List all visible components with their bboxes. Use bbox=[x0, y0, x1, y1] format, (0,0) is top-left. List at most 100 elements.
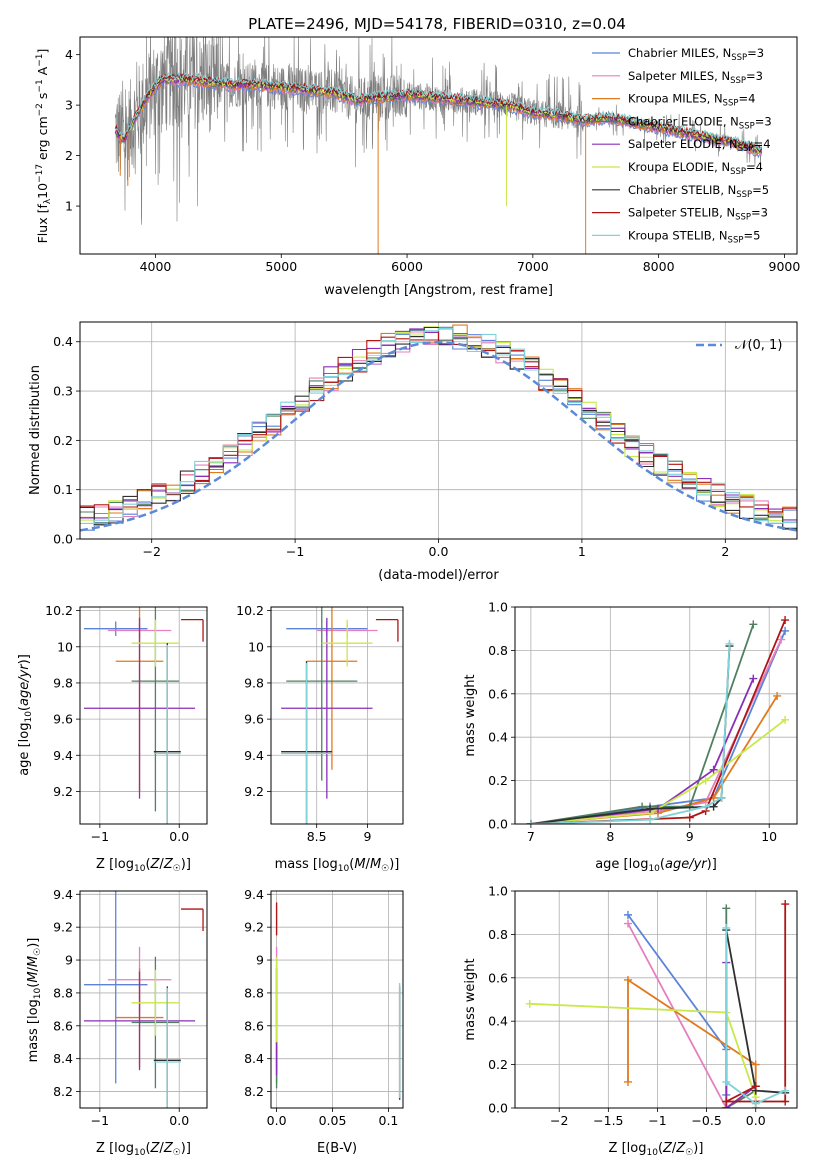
legend-entry: Kroupa STELIB, NSSP=5 bbox=[628, 228, 760, 245]
y-tick-label: 9.6 bbox=[53, 712, 73, 727]
mass-weight-vs-Z-panel-frame bbox=[514, 890, 798, 1109]
mass-weight-line-kroupa-miles bbox=[530, 695, 778, 824]
mass-weight-marker bbox=[725, 639, 734, 648]
spectrum-panel-plot bbox=[114, 37, 763, 254]
y-tick-label: 9.8 bbox=[53, 675, 73, 690]
mass-weight-marker bbox=[781, 616, 790, 625]
x-tick-label: 8000 bbox=[643, 259, 675, 274]
legend-main: Salpeter STELIB, N bbox=[628, 206, 735, 220]
y-tick-label: 0.4 bbox=[53, 334, 73, 349]
mass-weight-marker bbox=[722, 1097, 731, 1106]
age-vs-Z-panel-grid bbox=[80, 607, 207, 824]
mass-weight-marker bbox=[722, 904, 731, 913]
y-tick-label: 9.2 bbox=[53, 784, 73, 799]
y-tick-label: 2 bbox=[65, 148, 73, 163]
x-tick-label: 8.5 bbox=[307, 829, 327, 844]
age-vs-mass-xlabel: mass [log10(M/M☉)] bbox=[275, 857, 400, 874]
ebv-panel-grid bbox=[271, 891, 403, 1108]
mass-weight-marker bbox=[701, 802, 710, 811]
legend-tail: =3 bbox=[751, 206, 768, 220]
mass-weight-marker bbox=[646, 804, 655, 813]
x-tick-label: 9000 bbox=[769, 259, 801, 274]
y-tick-label: 0.2 bbox=[488, 1057, 508, 1072]
legend-tail: =5 bbox=[743, 228, 760, 242]
mass-vs-Z-xlabel: Z [log10(Z/Z☉)] bbox=[96, 1141, 191, 1158]
y-tick-label: 1.0 bbox=[488, 600, 508, 615]
y-tick-label: 9.6 bbox=[244, 712, 264, 727]
y-tick-label: 8.6 bbox=[53, 1018, 73, 1033]
y-tick-label: 9.2 bbox=[53, 920, 73, 935]
y-tick-label: 0.2 bbox=[53, 433, 73, 448]
mass-weight-marker bbox=[623, 1077, 632, 1086]
mass-weight-marker bbox=[773, 691, 782, 700]
legend-sub: SSP bbox=[735, 213, 751, 223]
x-tick-label: 0.1 bbox=[379, 1113, 399, 1128]
x-tick-label: 0.0 bbox=[267, 1113, 287, 1128]
mass-weight-vs-age-ylabel: mass weight bbox=[463, 674, 478, 756]
y-tick-label: 9.4 bbox=[244, 887, 264, 902]
legend-entry: Chabrier STELIB, NSSP=5 bbox=[628, 183, 769, 200]
age-vs-mass-panel-grid bbox=[271, 607, 403, 824]
legend-tail: =4 bbox=[738, 92, 755, 106]
mass-weight-vs-age-xlabel: age [log10(age/yr)] bbox=[595, 857, 717, 874]
y-tick-label: 8.8 bbox=[53, 985, 73, 1000]
mass-weight-marker bbox=[526, 820, 535, 824]
mass-weight-marker bbox=[717, 793, 726, 802]
x-tick-label: 6000 bbox=[391, 259, 423, 274]
legend-tail: =5 bbox=[752, 183, 769, 197]
mass-weight-marker bbox=[749, 620, 758, 629]
mass-weight-line-chabrier-miles bbox=[627, 914, 728, 1095]
mass-weight-marker bbox=[749, 674, 758, 683]
legend-main: Chabrier MILES, N bbox=[628, 46, 731, 60]
x-tick-label: −1 bbox=[286, 544, 304, 559]
y-tick-label: 0.2 bbox=[488, 773, 508, 788]
mass-weight-line-kroupa-stelib bbox=[725, 927, 786, 1105]
x-tick-label: 9 bbox=[363, 829, 371, 844]
y-tick-label: 0.0 bbox=[488, 817, 508, 832]
age-vs-mass-panel: 8.5 9 9.2 9.4 9.6 9.8 10 10.2 mass [log10(M/M☉)] bbox=[236, 603, 404, 874]
mass-weight-vs-Z-panel-plot bbox=[525, 900, 790, 1108]
y-tick-label: 0.8 bbox=[488, 643, 508, 658]
x-tick-label: 1 bbox=[578, 544, 586, 559]
mass-weight-marker bbox=[781, 715, 790, 724]
mass-weight-marker bbox=[751, 1099, 760, 1108]
mass-weight-line-salpeter-miles bbox=[530, 639, 782, 824]
ebv-panel-frame bbox=[270, 890, 404, 1109]
y-tick-label: 9 bbox=[65, 953, 73, 968]
mass-weight-line-salpeter-elodie bbox=[530, 678, 755, 824]
y-tick-label: 1.0 bbox=[488, 884, 508, 899]
figure-title: PLATE=2496, MJD=54178, FIBERID=0310, z=0… bbox=[248, 15, 626, 33]
age-vs-Z-ylabel: age [log10(age/yr)] bbox=[17, 654, 34, 776]
legend-sub: SSP bbox=[731, 53, 747, 63]
y-tick-label: 8.6 bbox=[244, 1018, 264, 1033]
residuals-ylabel: Normed distribution bbox=[28, 365, 43, 495]
legend-tail: =3 bbox=[746, 69, 763, 83]
legend-sub: SSP bbox=[730, 167, 746, 177]
y-tick-label: 8.2 bbox=[244, 1084, 264, 1099]
x-tick-label: 5000 bbox=[265, 259, 297, 274]
mass-weight-line-salpeter-miles bbox=[627, 923, 757, 1108]
legend-sub: SSP bbox=[738, 144, 754, 154]
y-tick-label: 1 bbox=[65, 199, 73, 214]
legend-sub: SSP bbox=[739, 121, 755, 131]
mass-weight-vs-age-panel-plot bbox=[526, 616, 790, 824]
legend-entry: Chabrier MILES, NSSP=3 bbox=[628, 46, 764, 63]
legend-sub: SSP bbox=[728, 235, 744, 245]
x-tick-label: 0.0 bbox=[169, 829, 189, 844]
y-tick-label: 8.4 bbox=[244, 1051, 264, 1066]
legend-entry: Kroupa ELODIE, NSSP=4 bbox=[628, 160, 763, 177]
mass-weight-marker bbox=[751, 1060, 760, 1069]
mass-weight-line-chabrier-miles bbox=[530, 630, 786, 824]
mass-weight-line-kroupa-elodie bbox=[530, 719, 786, 824]
residuals-panel: −2 −1 0.0 1 2 0.0 0.1 0.2 0.3 0.4 (data-model)/err… bbox=[28, 321, 798, 583]
spectrum-xlabel: wavelength [Angstrom, rest frame] bbox=[324, 283, 553, 298]
y-tick-label: 0.0 bbox=[488, 1101, 508, 1116]
legend-entry: Kroupa MILES, NSSP=4 bbox=[628, 92, 755, 109]
y-tick-label: 0.4 bbox=[488, 730, 508, 745]
residuals-panel-grid bbox=[80, 322, 797, 540]
x-tick-label: −1 bbox=[648, 1113, 666, 1128]
y-tick-label: 9.2 bbox=[244, 784, 264, 799]
legend-entry: Salpeter STELIB, NSSP=3 bbox=[628, 206, 768, 223]
legend-tail: =4 bbox=[754, 137, 771, 151]
